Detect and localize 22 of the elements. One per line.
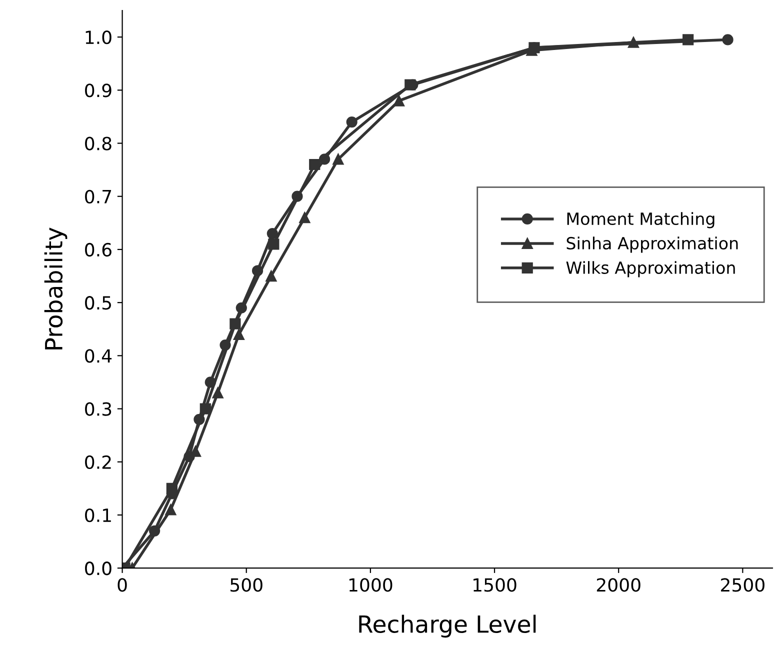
x-tick-label: 500 xyxy=(230,578,262,592)
x-tick-label: 0 xyxy=(118,578,127,592)
x-tick-label: 2500 xyxy=(721,578,764,592)
y-tick-label: 0.3 xyxy=(85,402,112,416)
legend-label: Wilks Approximation xyxy=(566,261,735,278)
x-tick-label: 1000 xyxy=(349,578,392,592)
x-tick-label: 2000 xyxy=(596,578,640,592)
legend-label: Sinha Approximation xyxy=(566,236,738,253)
y-tick-label: 0.9 xyxy=(85,84,112,98)
y-tick-label: 0.2 xyxy=(85,455,111,470)
x-tick-label: 1500 xyxy=(474,578,516,592)
y-tick-label: 0.5 xyxy=(85,296,111,310)
y-tick-label: 0.6 xyxy=(85,242,112,257)
legend-label: Moment Matching xyxy=(567,212,714,228)
x-axis-title: Recharge Level xyxy=(359,614,536,638)
y-tick-label: 0.4 xyxy=(85,349,112,363)
y-tick-label: 0.0 xyxy=(85,562,112,576)
y-axis-title: Probability xyxy=(44,228,68,350)
y-tick-label: 0.7 xyxy=(85,190,112,204)
y-tick-label: 1.0 xyxy=(86,30,112,44)
y-tick-label: 0.1 xyxy=(85,508,111,522)
y-tick-label: 0.8 xyxy=(85,136,112,150)
